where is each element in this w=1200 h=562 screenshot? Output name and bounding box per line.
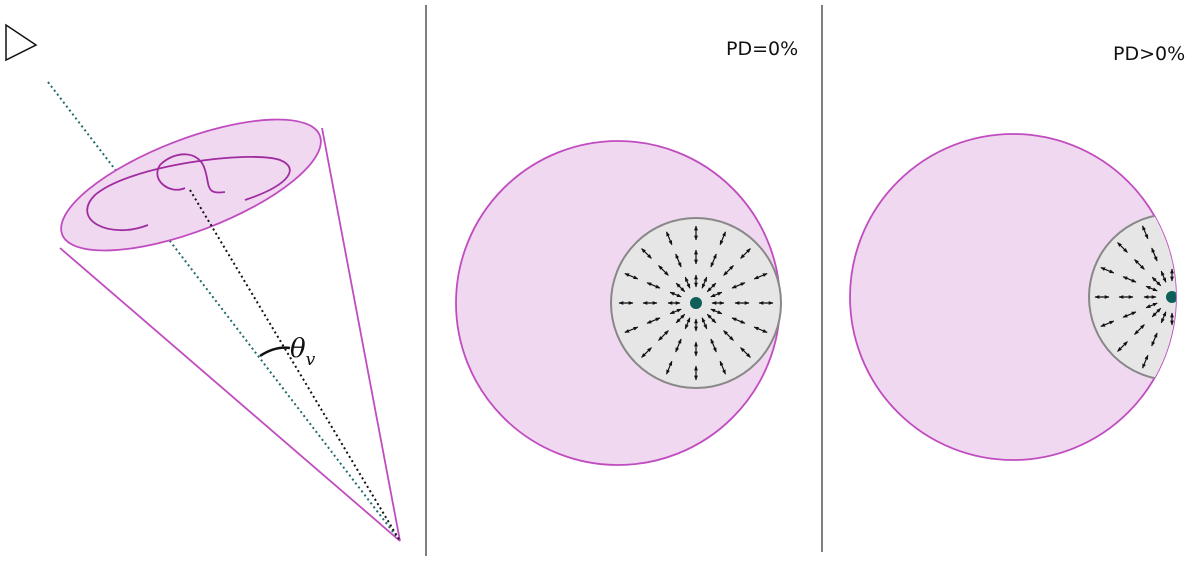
arrow bbox=[684, 317, 691, 330]
arrow bbox=[1196, 226, 1200, 239]
arrow bbox=[1178, 271, 1183, 282]
arrow bbox=[1122, 276, 1137, 283]
arrow bbox=[646, 282, 661, 289]
arrow bbox=[701, 276, 708, 289]
spiral bbox=[86, 156, 291, 231]
arrow bbox=[1178, 312, 1183, 323]
arrow bbox=[1117, 242, 1128, 253]
arrow bbox=[1151, 247, 1158, 262]
arrow bbox=[731, 282, 746, 289]
arrow bbox=[1187, 248, 1192, 261]
arrow bbox=[710, 253, 717, 268]
arrow bbox=[706, 313, 717, 324]
arrow bbox=[624, 272, 639, 280]
cone-edge bbox=[321, 127, 401, 542]
arrow bbox=[1117, 341, 1128, 352]
arrow bbox=[665, 231, 673, 246]
arrow bbox=[723, 330, 734, 341]
arrow bbox=[665, 360, 673, 375]
pd-positive-panel: PD>0% bbox=[849, 43, 1200, 461]
arrow bbox=[1151, 307, 1162, 318]
pd-zero-panel: PD=0% bbox=[455, 38, 798, 466]
panel-label: PD>0% bbox=[1113, 43, 1185, 65]
jet-axis bbox=[189, 189, 401, 542]
arrow bbox=[1183, 308, 1191, 316]
arrow bbox=[1141, 225, 1149, 240]
spiral bbox=[156, 153, 226, 194]
arrow bbox=[1187, 286, 1198, 291]
arrow bbox=[1160, 311, 1167, 324]
center-dot bbox=[1166, 291, 1176, 303]
arrow bbox=[710, 291, 723, 298]
arrow bbox=[731, 317, 746, 324]
arrow bbox=[1151, 276, 1162, 287]
arrow bbox=[658, 330, 669, 341]
arrow bbox=[624, 326, 639, 334]
arrow bbox=[1187, 333, 1192, 346]
arrow bbox=[723, 265, 734, 276]
arrow bbox=[706, 282, 717, 293]
arrow bbox=[740, 347, 751, 358]
arrow bbox=[1100, 266, 1115, 274]
center-dot bbox=[690, 297, 702, 309]
arrow bbox=[669, 291, 682, 298]
arrow bbox=[684, 276, 691, 289]
arrow bbox=[1151, 332, 1158, 347]
cone-panel: θv bbox=[5, 23, 401, 542]
arrow bbox=[753, 326, 768, 334]
arrow bbox=[646, 317, 661, 324]
arrow bbox=[719, 231, 727, 246]
arrow bbox=[1160, 270, 1167, 283]
eye-icon bbox=[5, 23, 38, 62]
arrow bbox=[641, 347, 652, 358]
arrow bbox=[1145, 302, 1158, 309]
arrow bbox=[710, 308, 723, 315]
arrow bbox=[1183, 277, 1191, 285]
cone-edge bbox=[59, 247, 401, 542]
arrow bbox=[1141, 354, 1149, 369]
arrow bbox=[719, 360, 727, 375]
arrow bbox=[1145, 285, 1158, 292]
arrow bbox=[1187, 303, 1198, 308]
arrow bbox=[1134, 259, 1145, 270]
arrow bbox=[675, 338, 682, 353]
cone-top bbox=[60, 118, 322, 252]
arrow bbox=[701, 317, 708, 330]
line-of-sight bbox=[47, 81, 401, 542]
arrow bbox=[740, 248, 751, 259]
arrow bbox=[1122, 311, 1137, 318]
arrow bbox=[658, 265, 669, 276]
panel-label: PD=0% bbox=[726, 38, 798, 60]
arrow bbox=[641, 248, 652, 259]
arrow bbox=[675, 253, 682, 268]
arrow bbox=[1196, 355, 1200, 368]
arrow bbox=[1134, 324, 1145, 335]
arrow bbox=[753, 272, 768, 280]
arrow bbox=[675, 313, 686, 324]
polarization-arrows bbox=[618, 225, 774, 381]
angle-arc bbox=[259, 346, 291, 358]
arrow bbox=[710, 338, 717, 353]
theta-label: θv bbox=[290, 334, 316, 370]
arrow bbox=[675, 282, 686, 293]
polarization-arrows bbox=[1094, 219, 1200, 375]
arrow bbox=[1100, 320, 1115, 328]
arrow bbox=[669, 308, 682, 315]
